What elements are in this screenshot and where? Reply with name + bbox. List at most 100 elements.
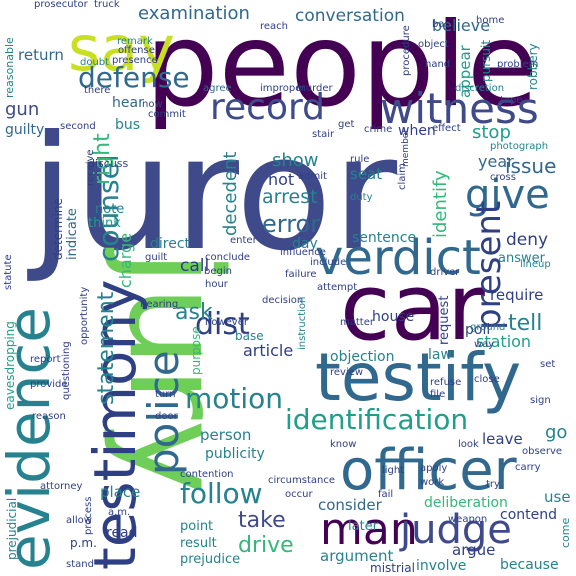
word-opportunity: opportunity xyxy=(79,286,90,345)
word-light: light xyxy=(382,465,405,476)
word-charge: charge xyxy=(116,232,135,288)
word-remark: remark xyxy=(117,36,153,47)
word-photograph: photograph xyxy=(490,141,549,152)
word-answer: answer xyxy=(498,251,545,266)
word-ground: ground xyxy=(470,322,506,333)
word-conclude: conclude xyxy=(205,252,251,263)
word-objection: objection xyxy=(330,349,395,365)
word-issue: issue xyxy=(505,154,557,178)
word-weapon: weapon xyxy=(448,514,488,525)
word-argue: argue xyxy=(452,541,496,559)
word-not: not xyxy=(268,170,295,189)
word-try: try xyxy=(486,479,500,490)
word-pursuit: pursuit xyxy=(479,39,493,82)
word-fail: fail xyxy=(378,489,394,500)
word-murder: murder xyxy=(296,83,333,94)
word-sign: sign xyxy=(530,395,551,406)
word-use: use xyxy=(544,488,571,506)
word-record: record xyxy=(210,87,325,128)
word-contend: contend xyxy=(500,507,557,523)
word-claim: claim xyxy=(397,163,408,190)
word-offense: offense xyxy=(118,45,155,56)
word-doubt: doubt xyxy=(80,57,110,68)
word-attorney: attorney xyxy=(40,481,83,492)
word-take: take xyxy=(238,508,286,533)
word-dist: dist xyxy=(195,307,250,342)
word-apply: apoly xyxy=(420,463,448,474)
word-decedent: decedent xyxy=(220,151,241,236)
word-reason: reason xyxy=(32,411,66,422)
word-base: base xyxy=(235,329,264,343)
word-problem: problem xyxy=(497,59,539,70)
word-hearing: hearing xyxy=(140,299,179,310)
word-crime: crime xyxy=(364,124,393,135)
word-eavesdropping: eavesdropping xyxy=(3,321,17,410)
word-hour: hour xyxy=(205,279,228,290)
word-article: article xyxy=(243,341,294,360)
word-barrier: bar xyxy=(432,19,449,30)
word-admit: admit xyxy=(298,171,327,182)
word-witness: witness xyxy=(380,84,539,133)
word-purpose: purpose xyxy=(189,326,203,375)
word-officer: officer xyxy=(340,438,517,503)
word-statute: statute xyxy=(3,254,14,290)
word-leave: leave xyxy=(482,430,523,448)
word-identification: identification xyxy=(285,403,469,436)
word-pm: p.m. xyxy=(70,536,97,550)
word-tell: tell xyxy=(508,311,543,336)
word-presence: presence xyxy=(112,55,158,66)
word-sentence: sentence xyxy=(352,230,417,246)
word-work: work xyxy=(420,477,445,488)
word-call: call xyxy=(180,256,210,276)
word-influence: influence xyxy=(280,247,326,258)
word-because: because xyxy=(500,557,559,573)
word-receive: receive xyxy=(85,149,96,186)
word-day: day xyxy=(292,236,318,252)
word-person: person xyxy=(200,426,252,444)
word-stair: stair xyxy=(312,129,335,140)
word-juror: juror xyxy=(30,102,398,286)
word-prosecutor: prosecutor xyxy=(34,0,88,10)
word-duty: duty xyxy=(350,192,373,203)
word-verdict: verdict xyxy=(315,230,481,286)
word-judge: judge xyxy=(400,507,512,553)
word-file: file xyxy=(430,389,446,400)
word-member: member xyxy=(401,128,411,167)
word-carry: carry xyxy=(515,462,541,473)
word-come: come xyxy=(559,517,572,548)
word-close: close xyxy=(474,374,500,385)
word-object: object xyxy=(418,39,449,50)
word-observe: observe xyxy=(522,446,563,457)
word-review: review xyxy=(330,367,364,378)
word-prejudice: prejudice xyxy=(180,552,241,567)
word-return: return xyxy=(18,46,64,64)
word-bus: bus xyxy=(115,117,141,133)
word-poll: poll xyxy=(465,322,491,338)
word-questioning: questioning xyxy=(61,341,72,400)
word-tape: tape xyxy=(500,95,523,106)
word-driver: driver xyxy=(430,267,460,278)
word-involve: involve xyxy=(416,558,467,574)
word-rule: rule xyxy=(350,154,370,165)
word-guilty: guilty xyxy=(5,122,45,138)
word-effect: effect xyxy=(432,123,461,134)
word-car: car xyxy=(340,254,485,361)
word-know: know xyxy=(330,439,357,450)
word-way: way xyxy=(474,339,495,350)
word-report: report xyxy=(30,354,61,365)
word-failure: failure xyxy=(285,269,317,280)
word-attempt: attempt xyxy=(317,282,358,293)
word-look: look xyxy=(458,439,479,450)
word-door: door xyxy=(155,411,178,422)
word-reasonable: reasonable xyxy=(3,37,16,98)
word-read: read xyxy=(106,525,138,541)
word-direct: direct xyxy=(150,236,191,252)
word-now: now xyxy=(142,99,163,110)
word-procedure: procedure xyxy=(401,25,412,76)
word-mistrial: mistrial xyxy=(370,561,415,575)
word-determine: determine xyxy=(51,198,65,260)
word-follow: follow xyxy=(180,477,263,510)
word-publicity: publicity xyxy=(205,446,265,462)
word-argument: argument xyxy=(320,547,394,565)
word-drive: drive xyxy=(238,533,294,558)
